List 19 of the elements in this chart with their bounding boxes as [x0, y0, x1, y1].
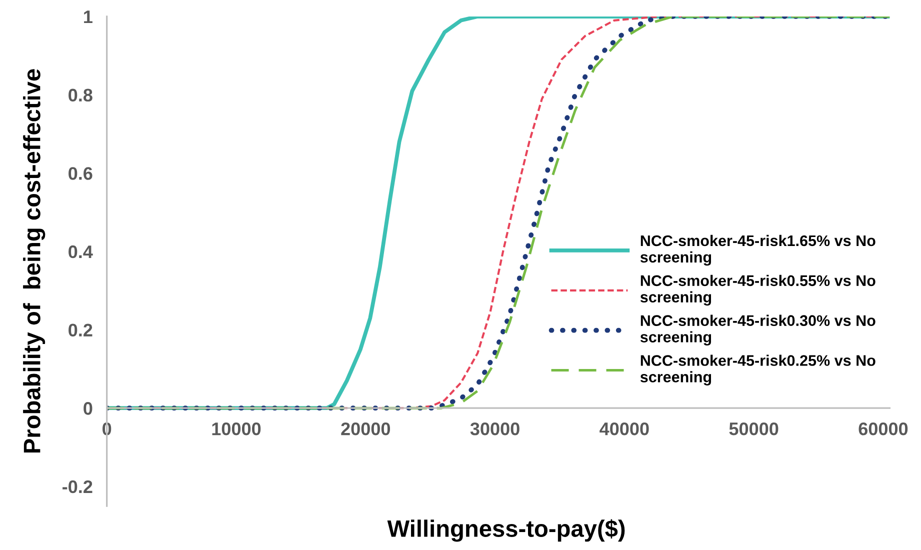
x-tick-label: 20000	[341, 422, 390, 436]
x-tick-label: 50000	[729, 422, 778, 436]
y-tick-label: 0.6	[68, 167, 92, 180]
y-axis-title: Probability of being cost-effective	[23, 69, 46, 453]
y-tick-label: 1	[84, 10, 92, 24]
legend-label: NCC-smoker-45-risk0.30% vs No screening	[640, 314, 876, 346]
legend-label: NCC-smoker-45-risk0.25% vs No screening	[640, 354, 876, 386]
x-axis-title: Willingness-to-pay($)	[387, 519, 625, 542]
y-tick-label: -0.2	[62, 480, 92, 494]
y-tick-label: 0.8	[68, 88, 92, 102]
y-tick-label: 0.4	[68, 245, 93, 258]
x-tick-label: 60000	[858, 422, 908, 436]
x-tick-label: 30000	[470, 422, 520, 436]
x-tick-label: 10000	[212, 422, 261, 436]
y-tick-label: 0	[84, 402, 92, 415]
legend-label: NCC-smoker-45-risk1.65% vs No screening	[640, 234, 876, 266]
y-tick-label: 0.2	[68, 324, 92, 336]
x-tick-label: 40000	[600, 422, 649, 436]
legend-label: NCC-smoker-45-risk0.55% vs No screening	[640, 274, 876, 306]
